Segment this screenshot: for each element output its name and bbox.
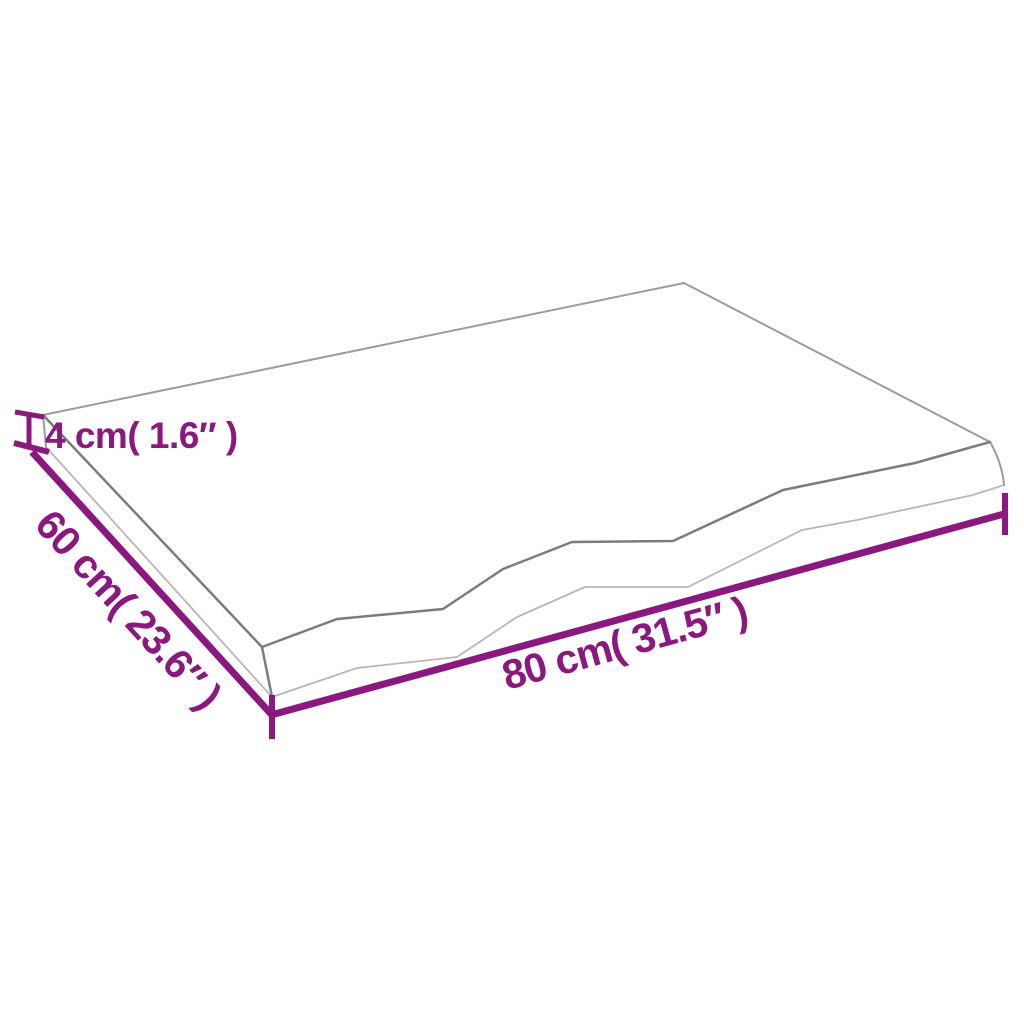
- board-back-edges: [42, 282, 991, 443]
- board-bottom-front-edge: [271, 484, 1005, 698]
- thickness-top-tick: [14, 409, 45, 420]
- board-top-face: [43, 283, 990, 647]
- board-front-live-edge-face: [262, 442, 1004, 697]
- depth-top-tick: [13, 440, 50, 455]
- board-left-corner-thickness-edge: [42, 414, 47, 448]
- board-left-face: [43, 415, 272, 697]
- dimension-annotations: [13, 409, 1008, 739]
- depth-dimension-line: [29, 449, 274, 717]
- board-edges: [41, 282, 1005, 699]
- board-right-corner-thickness-edge: [989, 441, 1005, 486]
- width-dimension-line: [270, 510, 1005, 719]
- board-bottom-left-edge: [45, 446, 273, 698]
- thickness-dimension-label: 4 cm( 1.6″ ): [45, 415, 238, 456]
- board-faces: [43, 283, 1004, 697]
- board-top-front-live-edge: [260, 440, 992, 649]
